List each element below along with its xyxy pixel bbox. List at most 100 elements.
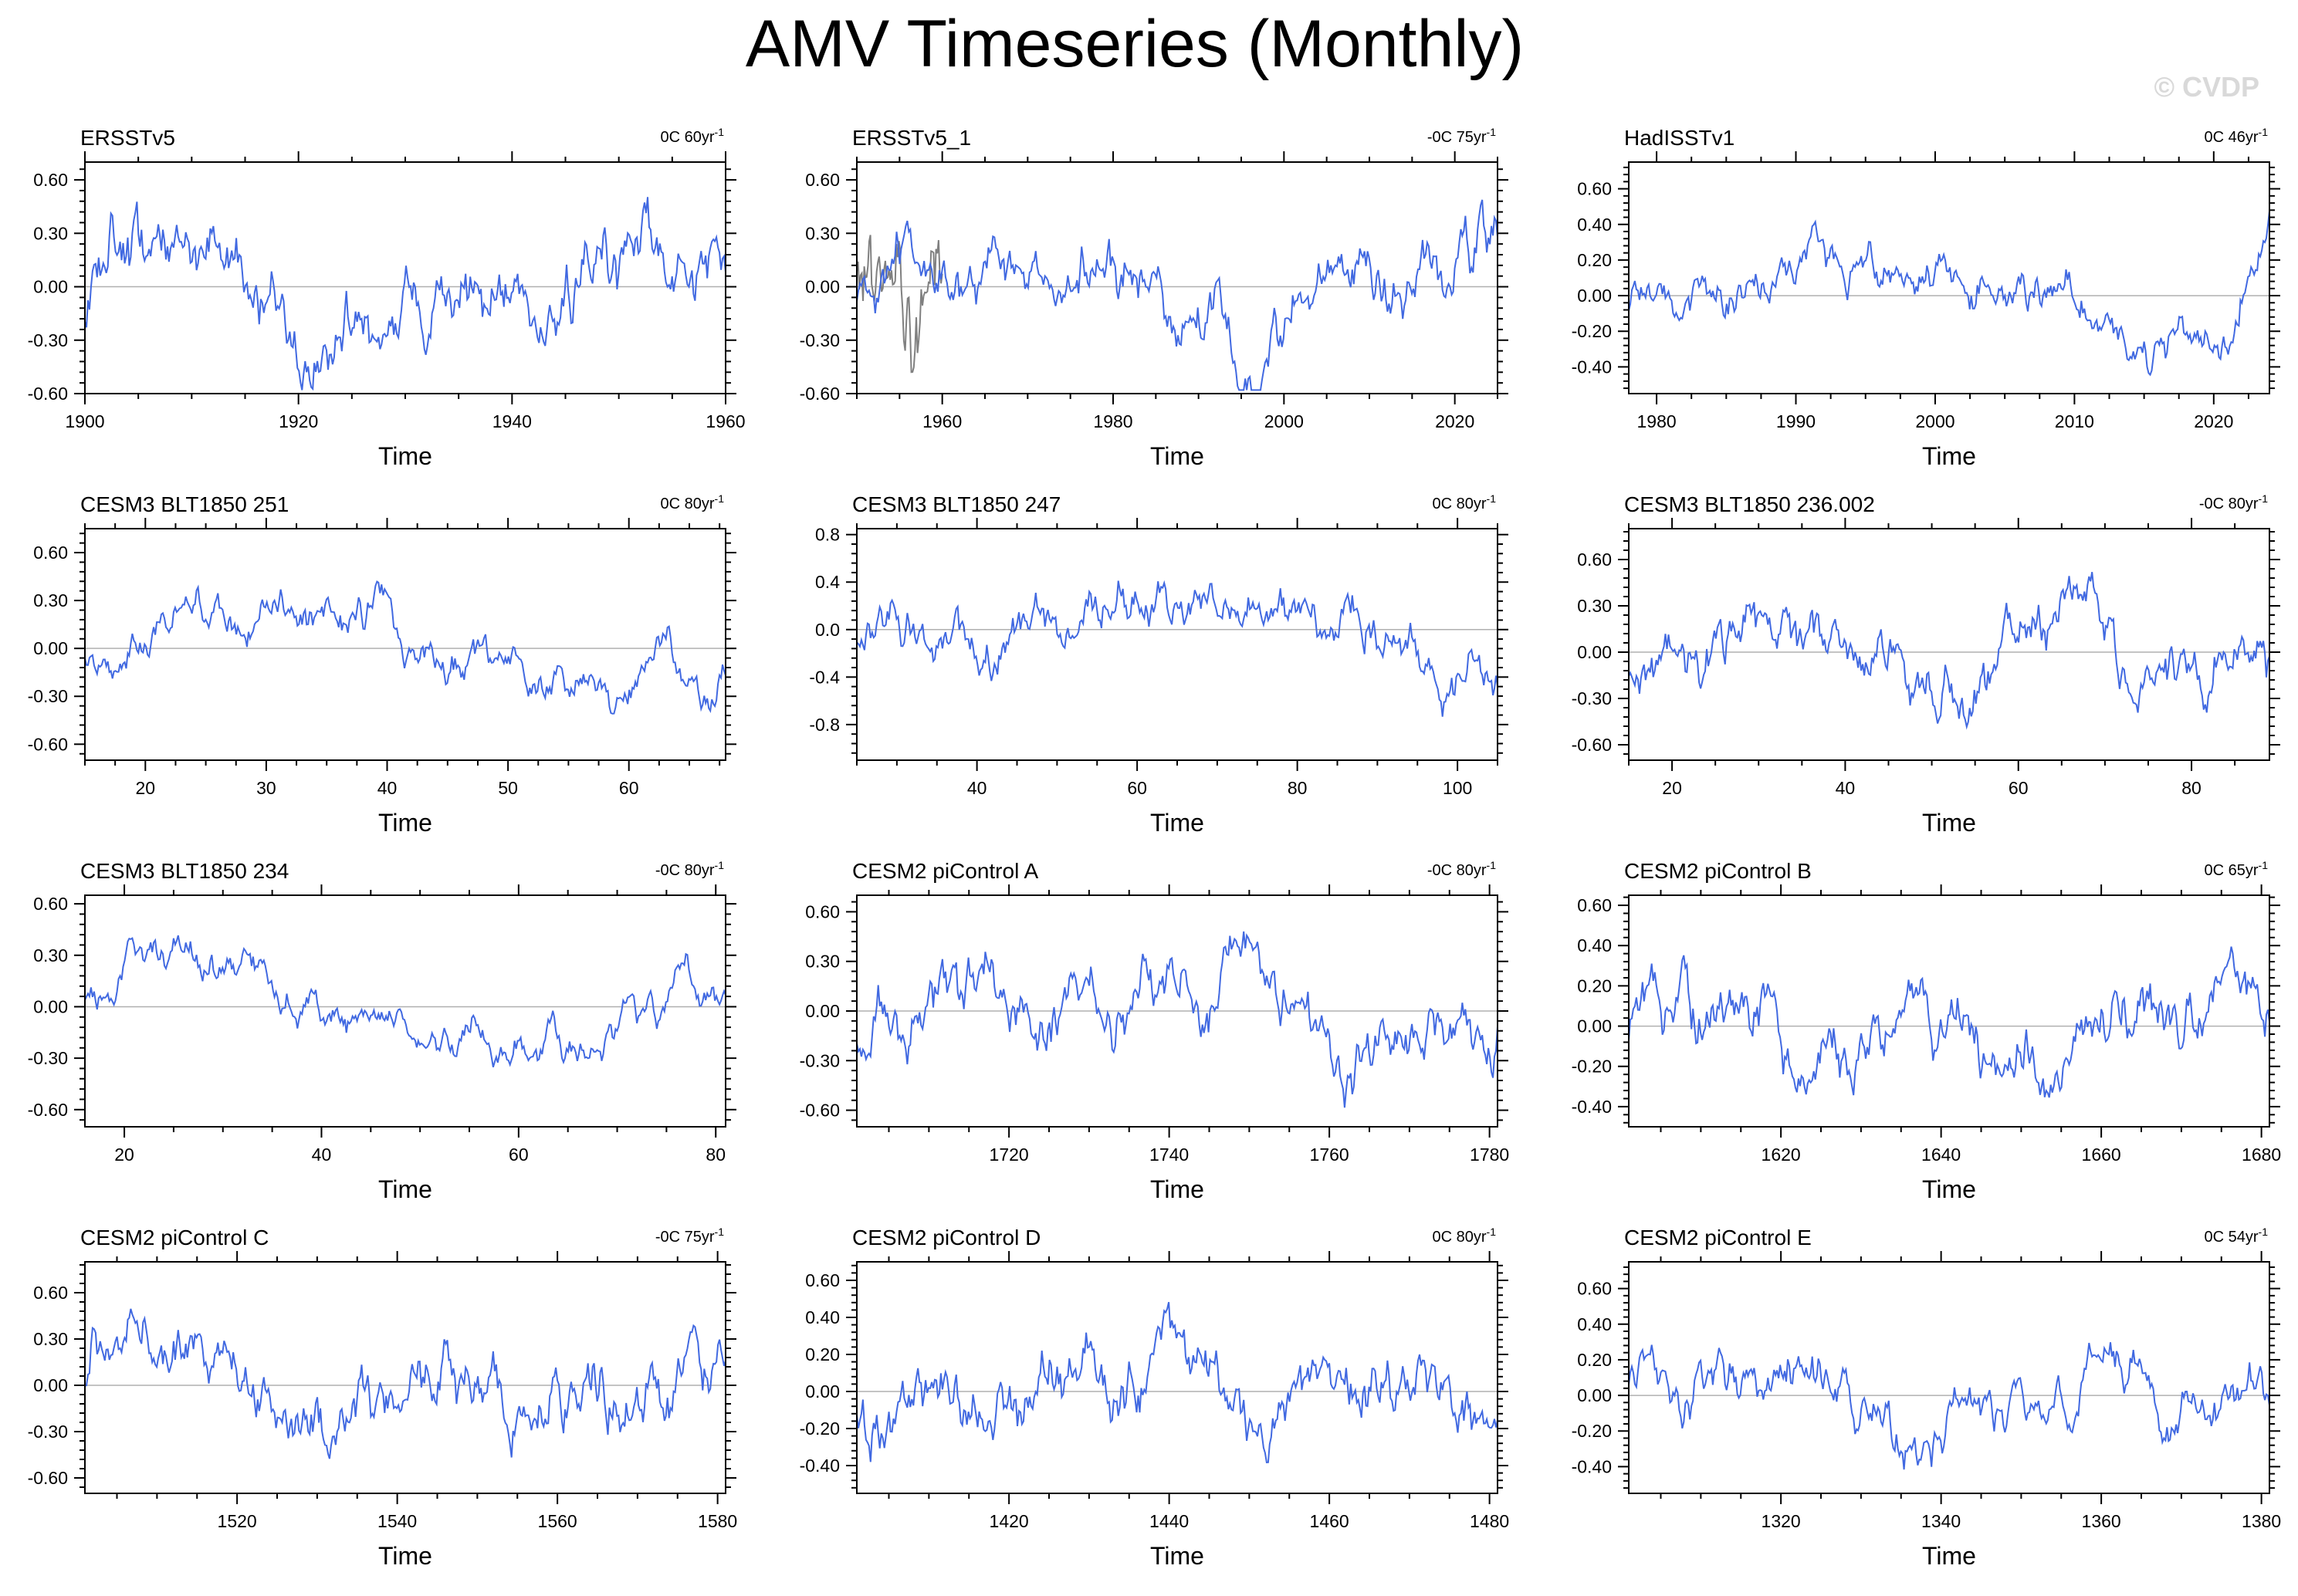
y-tick-label: -0.30 xyxy=(28,330,68,350)
panel-title: CESM2 piControl D xyxy=(852,1226,1041,1249)
x-tick-label: 1960 xyxy=(706,411,745,431)
x-tick-label: 60 xyxy=(2009,778,2029,798)
y-tick-label: -0.30 xyxy=(28,686,68,706)
x-tick-label: 1340 xyxy=(1921,1511,1961,1531)
x-tick-label: 40 xyxy=(967,778,987,798)
x-tick-label: 50 xyxy=(498,778,518,798)
y-tick-label: 0.40 xyxy=(1577,215,1612,235)
trend-label: 0C 65yr-1 xyxy=(2205,859,2269,879)
y-tick-label: 0.60 xyxy=(1577,179,1612,199)
x-tick-label: 1420 xyxy=(990,1511,1029,1531)
panel-title: ERSSTv5_1 xyxy=(852,126,971,150)
trend-label: 0C 46yr-1 xyxy=(2205,126,2269,146)
x-tick-label: 1960 xyxy=(922,411,962,431)
y-tick-label: 0.00 xyxy=(1577,1016,1612,1036)
panel-title: CESM2 piControl B xyxy=(1624,859,1812,883)
x-axis-label: Time xyxy=(1150,1542,1204,1570)
x-axis-label: Time xyxy=(1922,1542,1976,1570)
x-axis-label: Time xyxy=(378,442,432,470)
x-tick-label: 30 xyxy=(256,778,276,798)
plot-frame xyxy=(856,161,1498,394)
series-line xyxy=(856,199,1498,391)
x-axis-label: Time xyxy=(1922,442,1976,470)
panel-title: CESM3 BLT1850 234 xyxy=(80,859,289,883)
y-tick-label: 0.00 xyxy=(1577,1385,1612,1405)
y-tick-label: 0.30 xyxy=(33,590,68,610)
y-tick-label: -0.60 xyxy=(800,384,840,404)
x-tick-label: 1980 xyxy=(1637,411,1677,431)
x-tick-label: 1920 xyxy=(279,411,318,431)
x-tick-label: 60 xyxy=(1127,778,1147,798)
series-line xyxy=(1628,211,2270,377)
x-tick-label: 80 xyxy=(1288,778,1308,798)
y-tick-label: -0.20 xyxy=(800,1418,840,1439)
trend-label: -0C 80yr-1 xyxy=(655,859,724,879)
x-tick-label: 1660 xyxy=(2082,1145,2121,1165)
plot-frame xyxy=(84,894,726,1128)
x-tick-label: 100 xyxy=(1443,778,1472,798)
x-tick-label: 1720 xyxy=(990,1145,1029,1165)
series-line xyxy=(856,580,1498,717)
y-tick-label: 0.30 xyxy=(33,945,68,965)
y-tick-label: 0.60 xyxy=(33,1283,68,1303)
y-tick-label: 0.20 xyxy=(1577,1350,1612,1370)
x-tick-label: 2000 xyxy=(1915,411,1954,431)
x-tick-label: 1740 xyxy=(1149,1145,1189,1165)
x-tick-label: 1760 xyxy=(1310,1145,1349,1165)
x-tick-label: 1480 xyxy=(1470,1511,1509,1531)
y-tick-label: -0.30 xyxy=(28,1048,68,1068)
y-tick-label: 0.30 xyxy=(1577,596,1612,616)
y-tick-label: 0.40 xyxy=(1577,935,1612,955)
x-tick-label: 40 xyxy=(377,778,398,798)
x-tick-label: 1940 xyxy=(492,411,532,431)
series-line xyxy=(856,931,1498,1108)
alt-series-line xyxy=(856,235,943,374)
x-tick-label: 1320 xyxy=(1762,1511,1801,1531)
y-tick-label: 0.40 xyxy=(805,1307,840,1327)
y-tick-label: 0.60 xyxy=(805,170,840,190)
x-tick-label: 1990 xyxy=(1776,411,1816,431)
x-tick-label: 2020 xyxy=(1435,411,1474,431)
plot-frame xyxy=(84,1261,726,1494)
trend-label: 0C 80yr-1 xyxy=(1433,492,1497,512)
panel-title: CESM2 piControl A xyxy=(852,859,1039,883)
y-tick-label: -0.30 xyxy=(800,1050,840,1070)
y-tick-label: 0.60 xyxy=(1577,895,1612,915)
panel-title: CESM2 piControl C xyxy=(80,1226,269,1249)
y-tick-label: 0.20 xyxy=(1577,976,1612,996)
x-tick-label: 80 xyxy=(706,1145,726,1165)
y-tick-label: -0.60 xyxy=(28,734,68,754)
y-tick-label: 0.00 xyxy=(805,1381,840,1402)
y-tick-label: -0.4 xyxy=(809,667,840,687)
y-tick-label: 0.60 xyxy=(33,894,68,914)
y-tick-label: 0.00 xyxy=(33,638,68,658)
y-tick-label: 0.0 xyxy=(815,620,840,640)
series-line xyxy=(1628,1342,2270,1470)
trend-label: -0C 80yr-1 xyxy=(1427,859,1496,879)
x-tick-label: 20 xyxy=(136,778,156,798)
plot-frame xyxy=(1628,894,2270,1128)
x-tick-label: 60 xyxy=(509,1145,529,1165)
x-tick-label: 1980 xyxy=(1093,411,1132,431)
trend-label: 0C 80yr-1 xyxy=(1433,1226,1497,1246)
y-tick-label: -0.60 xyxy=(28,1468,68,1488)
y-tick-label: -0.30 xyxy=(28,1422,68,1442)
y-tick-label: 0.60 xyxy=(33,170,68,190)
x-tick-label: 20 xyxy=(1662,778,1682,798)
series-line xyxy=(856,1301,1498,1463)
plot-frame xyxy=(84,528,726,761)
y-tick-label: -0.30 xyxy=(800,330,840,350)
trend-label: 0C 60yr-1 xyxy=(661,126,725,146)
y-tick-label: 0.40 xyxy=(1577,1314,1612,1334)
x-axis-label: Time xyxy=(1922,809,1976,837)
cvdp-watermark: © CVDP xyxy=(2154,71,2259,103)
y-tick-label: -0.60 xyxy=(28,384,68,404)
y-tick-label: 0.00 xyxy=(33,996,68,1016)
